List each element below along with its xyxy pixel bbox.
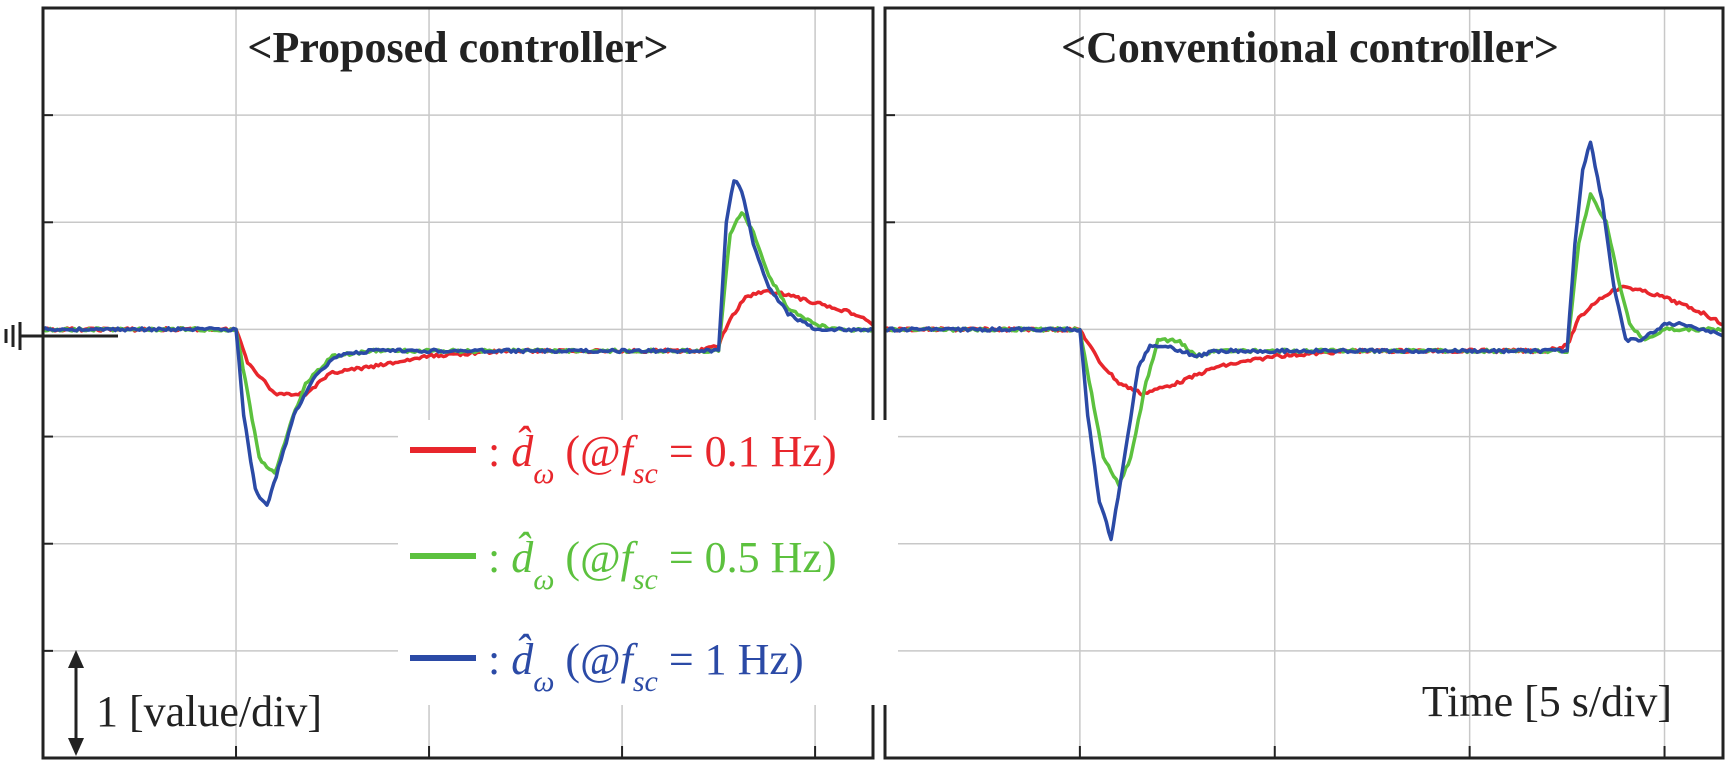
series-line-blue (41, 179, 874, 507)
series-line-red (884, 284, 1724, 397)
chart-title-proposed: <Proposed controller> (247, 23, 668, 72)
series-group-conventional (884, 140, 1724, 542)
vertical-scale-arrow-icon (68, 650, 84, 756)
grid-conventional (885, 8, 1723, 758)
legend-label-blue: : d̂ω (@fsc = 1 Hz) (488, 634, 804, 697)
ground-marker-icon (4, 322, 118, 350)
frame-proposed (41, 6, 875, 760)
panel-conventional: <Conventional controller> (883, 6, 1725, 760)
series-line-blue (884, 140, 1724, 542)
legend-background (398, 420, 898, 705)
series-group-proposed (41, 179, 875, 507)
vertical-scale-label: 1 [value/div] (96, 687, 322, 736)
series-line-red (42, 288, 875, 397)
chart-title-conventional: <Conventional controller> (1061, 23, 1559, 72)
series-line-green (884, 192, 1724, 488)
legend-label-green: : d̂ω (@fsc = 0.5 Hz) (488, 532, 837, 595)
legend-label-red: : d̂ω (@fsc = 0.1 Hz) (488, 426, 837, 489)
frame-conventional (883, 6, 1725, 760)
time-scale-label: Time [5 s/div] (1422, 677, 1672, 726)
legend: : d̂ω (@fsc = 0.1 Hz) : d̂ω (@fsc = 0.5 H… (398, 420, 898, 705)
